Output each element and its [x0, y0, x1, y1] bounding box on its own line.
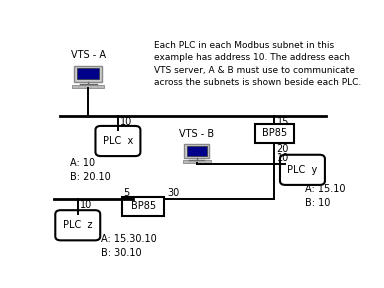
Text: 10: 10	[276, 153, 289, 163]
Text: Each PLC in each Modbus subnet in this
example has address 10. The address each
: Each PLC in each Modbus subnet in this e…	[154, 41, 361, 87]
Bar	[122, 197, 164, 216]
Text: BP85: BP85	[262, 128, 287, 138]
Text: A: 10
B: 20.10: A: 10 B: 20.10	[70, 158, 111, 182]
Text: A: 15.10
B: 10: A: 15.10 B: 10	[305, 184, 345, 208]
Bar	[187, 146, 207, 156]
Text: PLC  y: PLC y	[287, 165, 318, 175]
Text: A: 15.30.10
B: 30.10: A: 15.30.10 B: 30.10	[101, 234, 157, 258]
Text: VTS - B: VTS - B	[179, 129, 214, 139]
FancyBboxPatch shape	[55, 210, 100, 240]
Text: 10: 10	[120, 117, 132, 127]
Bar	[183, 160, 210, 163]
Bar	[73, 85, 104, 88]
Text: 5: 5	[124, 187, 130, 198]
Bar	[77, 68, 99, 79]
Text: BP85: BP85	[131, 201, 156, 211]
Text: 10: 10	[80, 200, 93, 211]
Text: VTS - A: VTS - A	[71, 50, 106, 60]
FancyBboxPatch shape	[280, 155, 325, 185]
Text: PLC  z: PLC z	[63, 220, 93, 230]
Text: 30: 30	[167, 187, 179, 198]
Bar	[74, 66, 103, 82]
Bar	[184, 144, 209, 158]
FancyBboxPatch shape	[96, 126, 141, 156]
Text: 15: 15	[276, 117, 289, 127]
Text: PLC  x: PLC x	[103, 136, 133, 146]
Text: 20: 20	[276, 144, 289, 154]
Bar	[255, 124, 293, 143]
